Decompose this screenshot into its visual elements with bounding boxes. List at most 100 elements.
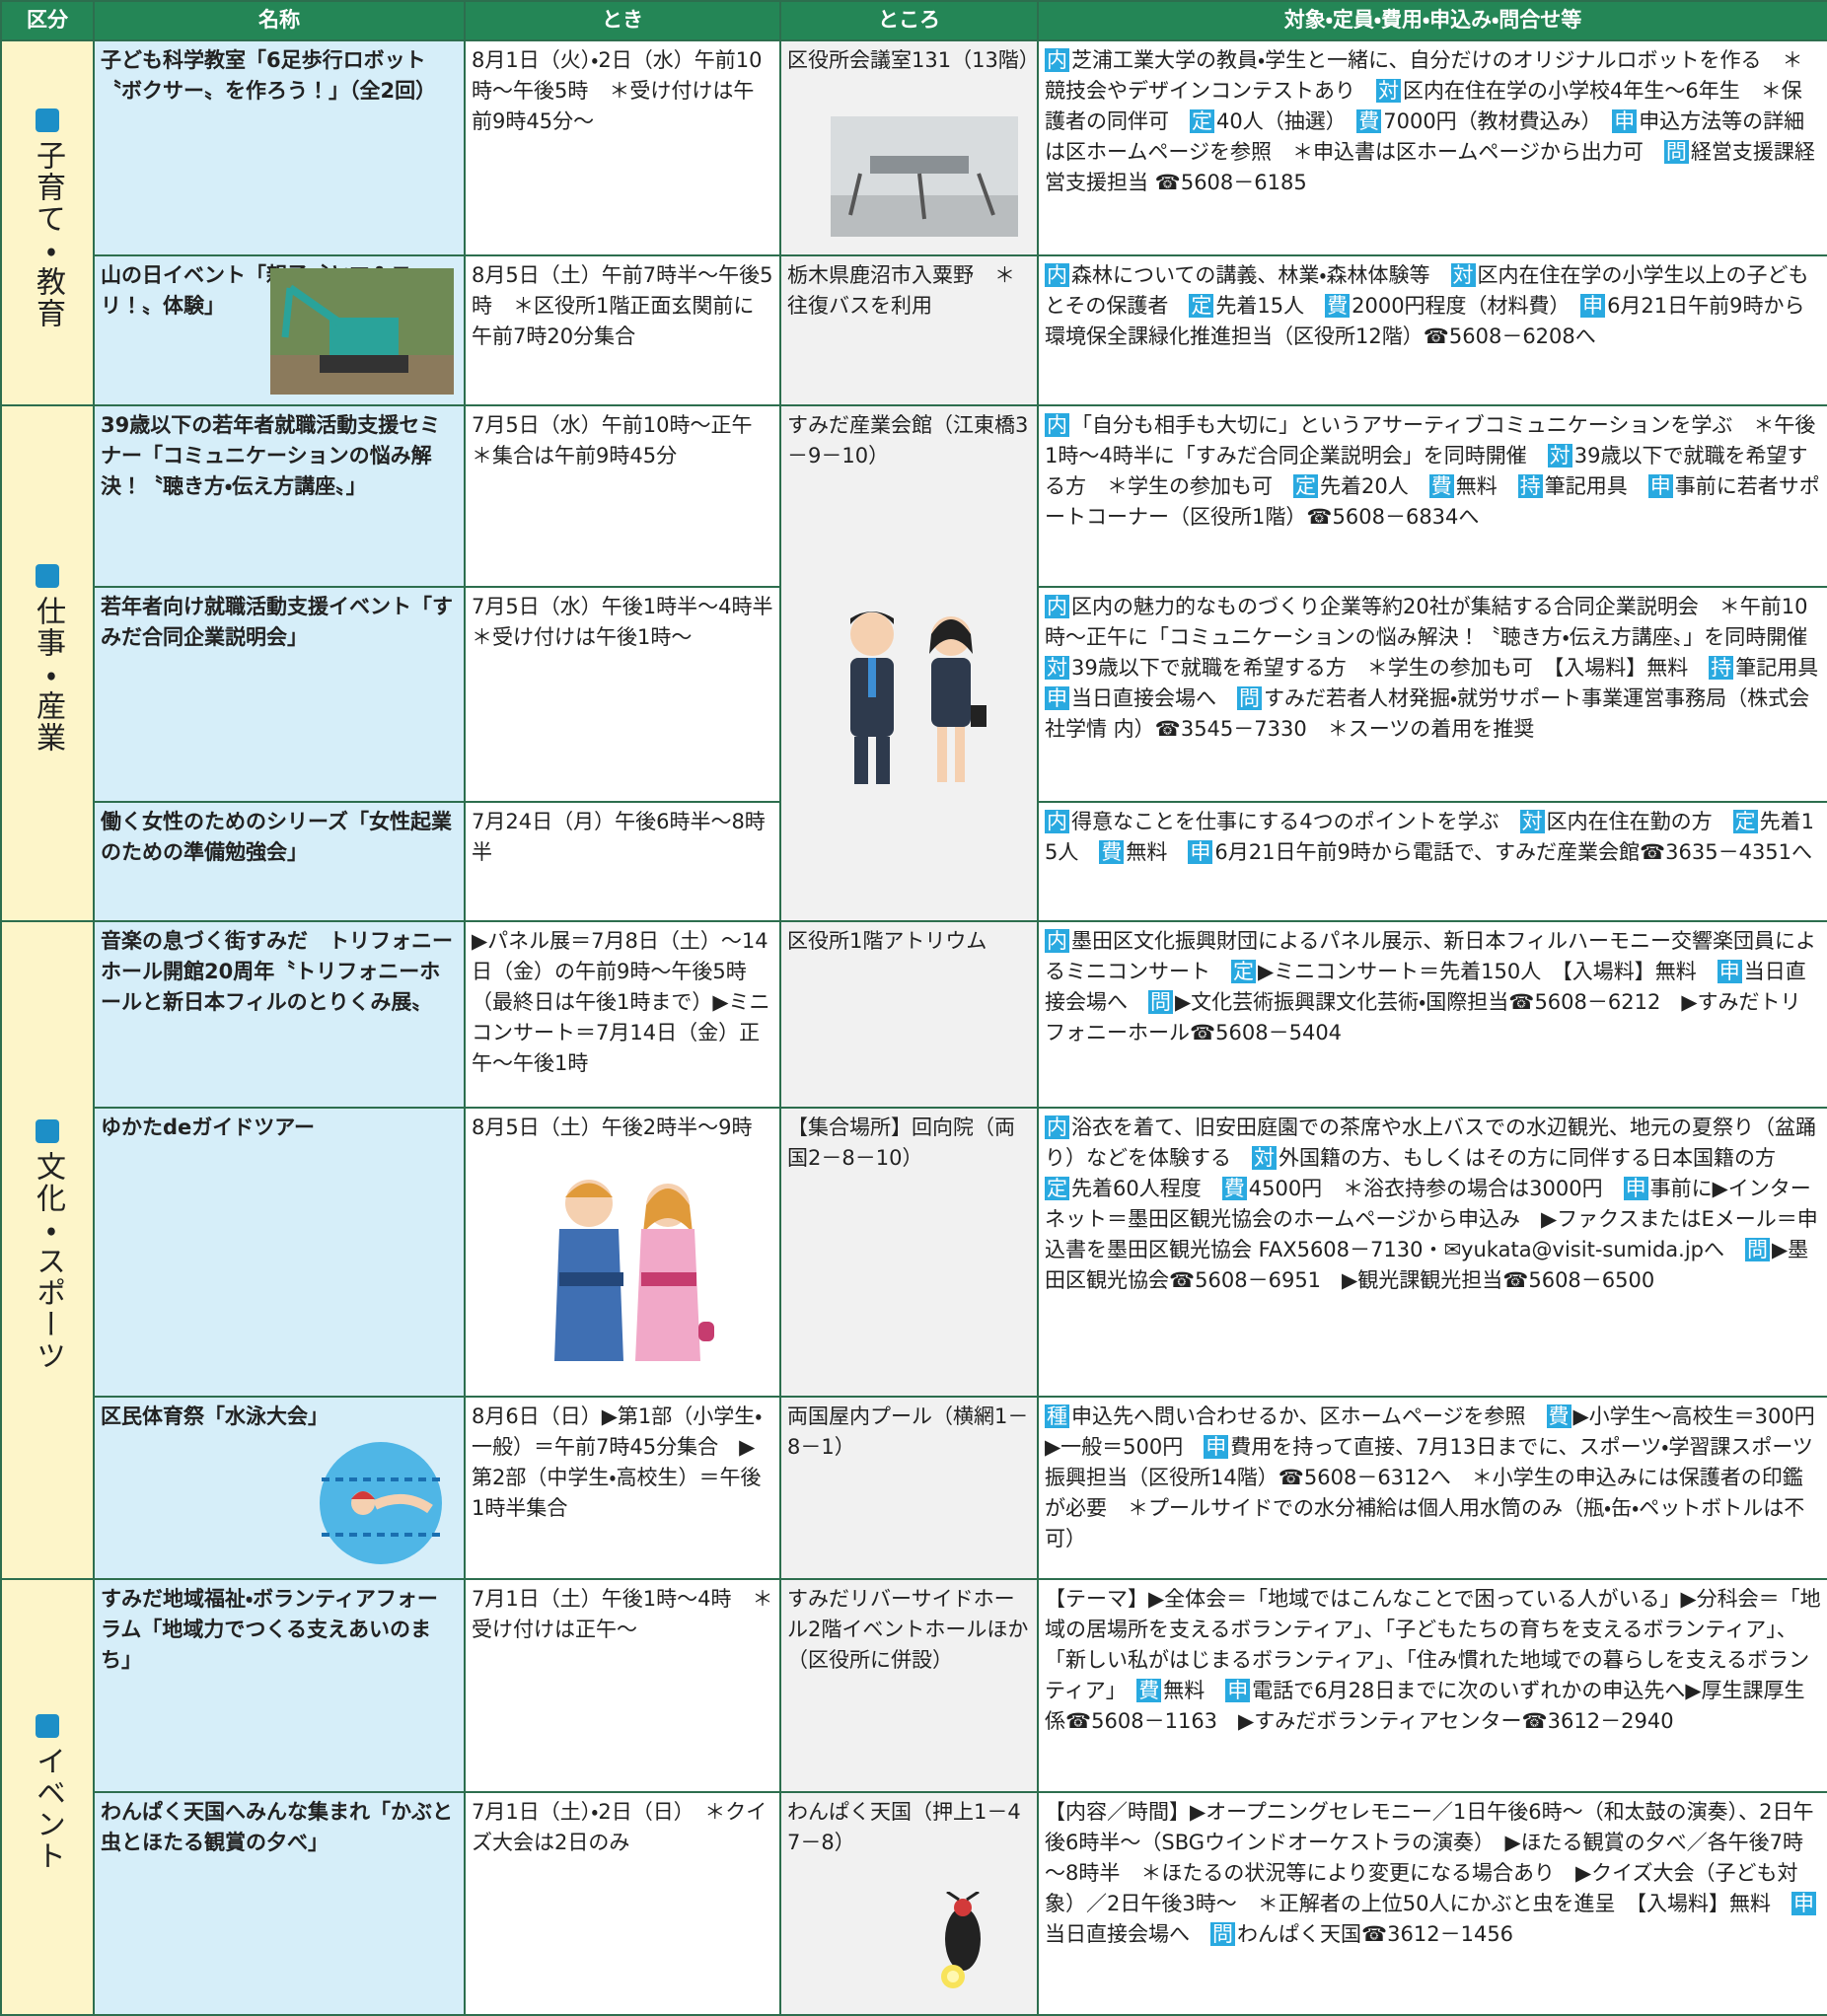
info-text: 事前に▶インターネット＝墨田区観光協会のホームページから申込み ▶ファクスまたは… bbox=[1045, 1177, 1818, 1261]
event-details: 内区内の魅力的なものづくり企業等約20社が集結する合同企業説明会 ＊午前10時～… bbox=[1037, 586, 1827, 803]
info-text: 先着60人程度 bbox=[1071, 1177, 1222, 1200]
info-text: 先着15人 bbox=[1045, 810, 1814, 864]
info-badge: 費 bbox=[1356, 109, 1382, 133]
info-text: 7000円（教材費込み） bbox=[1383, 109, 1613, 133]
info-text: 40人（抽選） bbox=[1216, 109, 1357, 133]
section-label: 仕事・産業 bbox=[31, 596, 65, 754]
info-text: 無料 bbox=[1163, 1679, 1226, 1702]
section-icon bbox=[36, 1713, 59, 1738]
info-text: 区内在住在勤の方 bbox=[1546, 810, 1733, 833]
section-cell: イベント bbox=[0, 1578, 95, 2016]
info-badge: 申 bbox=[1045, 686, 1069, 710]
info-badge: 問 bbox=[1148, 990, 1173, 1014]
event-place: すみだリバーサイドホール2階イベントホールほか（区役所に併設） bbox=[779, 1578, 1039, 1793]
info-text: 当日直接会場へ bbox=[1045, 960, 1806, 1014]
info-badge: 定 bbox=[1189, 294, 1214, 318]
info-badge: 種 bbox=[1045, 1404, 1069, 1428]
info-badge: 内 bbox=[1045, 1116, 1069, 1139]
info-text: 当日直接会場へ bbox=[1071, 686, 1237, 710]
info-text: 4500円 ＊浴衣持参の場合は3000円 bbox=[1248, 1177, 1624, 1200]
section-cell: 仕事・産業 bbox=[0, 404, 95, 922]
section-label: 子育て・教育 bbox=[31, 139, 65, 329]
info-text: ▶墨田区観光協会☎5608－6951 ▶観光課観光担当☎5608－6500 bbox=[1045, 1238, 1809, 1292]
info-badge: 内 bbox=[1045, 263, 1069, 287]
info-badge: 費 bbox=[1428, 474, 1454, 498]
info-badge: 持 bbox=[1709, 656, 1734, 680]
info-badge: 内 bbox=[1045, 413, 1069, 437]
section-cell: 子育て・教育 bbox=[0, 39, 95, 406]
event-place: 【集合場所】回向院（両国2－8－10） bbox=[779, 1107, 1039, 1398]
info-badge: 定 bbox=[1045, 1177, 1069, 1200]
event-name: 若年者向け就職活動支援イベント「すみだ合同企業説明会」 bbox=[93, 586, 466, 803]
info-text: 2000円程度（材料費） bbox=[1352, 294, 1581, 318]
table-row: ゆかたdeガイドツアー 8月5日（土）午後2時半～9時 【集合場所】回向院（両国2－… bbox=[1, 1107, 1827, 1398]
event-details: 内森林についての講義、林業・森林体験等 対区内在住在学の小学生以上の子どもとその… bbox=[1037, 254, 1827, 406]
business-people-illustration bbox=[850, 612, 987, 784]
info-text: ▶ミニコンサート＝先着150人 【入場料】無料 bbox=[1258, 960, 1717, 983]
event-time: ▶パネル展＝7月8日（土）～14日（金）の午前9時～午後5時（最終日は午後1時ま… bbox=[464, 920, 781, 1109]
event-place: すみだ産業会館（江東橋3－9－10） bbox=[779, 404, 1039, 922]
event-name: すみだ地域福祉・ボランティアフォーラム「地域力でつくる支えあいのまち」 bbox=[93, 1578, 466, 1793]
info-text: ▶文化芸術振興課文化芸術・国際担当☎5608－6212 ▶すみだトリフォニーホー… bbox=[1045, 990, 1801, 1044]
info-text: 筆記用具 bbox=[1544, 474, 1648, 498]
info-text: 当日直接会場へ bbox=[1045, 1922, 1210, 1946]
info-text: 区内在住在学の小学校4年生～6年生 ＊保護者の同伴可 bbox=[1045, 79, 1802, 133]
info-text: 得意なことを仕事にする4つのポイントを学ぶ bbox=[1071, 810, 1520, 833]
column-header: 対象・定員・費用・申込み・問合せ等 bbox=[1037, 0, 1827, 41]
event-details: 内「自分も相手も大切に」というアサーティブコミュニケーションを学ぶ ＊午後1時～… bbox=[1037, 404, 1827, 588]
info-badge: 対 bbox=[1450, 263, 1476, 287]
yukata-illustration bbox=[554, 1180, 714, 1361]
event-details: 内芝浦工業大学の教員・学生と一緒に、自分だけのオリジナルロボットを作る ＊競技会… bbox=[1037, 39, 1827, 256]
info-badge: 定 bbox=[1293, 474, 1318, 498]
info-text: 芝浦工業大学の教員・学生と一緒に、自分だけのオリジナルロボットを作る ＊競技会や… bbox=[1045, 48, 1803, 103]
event-details: 内墨田区文化振興財団によるパネル展示、新日本フィルハーモニー交響楽団員によるミニ… bbox=[1037, 920, 1827, 1109]
info-text: 申込先へ問い合わせるか、区ホームページを参照 bbox=[1071, 1404, 1547, 1428]
event-details: 【テーマ】▶全体会＝「地域ではこんなことで困っている人がいる」▶分科会＝「地域の… bbox=[1037, 1578, 1827, 1793]
info-text: 【テーマ】▶全体会＝「地域ではこんなことで困っている人がいる」▶分科会＝「地域の… bbox=[1045, 1587, 1821, 1702]
info-text: 無料 bbox=[1126, 840, 1189, 864]
event-name: 働く女性のためのシリーズ「女性起業のための準備勉強会」 bbox=[93, 801, 466, 922]
info-badge: 持 bbox=[1517, 474, 1543, 498]
info-text: 申込方法等の詳細は区ホームページを参照 ＊申込書は区ホームページから出力可 bbox=[1045, 109, 1805, 164]
info-text: ▶小学生～高校生＝300円 ▶一般＝500円 bbox=[1045, 1404, 1826, 1459]
info-text: 先着15人 bbox=[1215, 294, 1326, 318]
table-row: 仕事・産業 39歳以下の若年者就職活動支援セミナー「コミュニケーションの悩み解決！… bbox=[0, 404, 1827, 922]
table-row: 文化・スポーツ 音楽の息づく街すみだ トリフォニーホール開館20周年〝トリフォニー… bbox=[0, 920, 1827, 1580]
info-badge: 対 bbox=[1252, 1146, 1277, 1170]
event-time: 8月1日（火）・2日（水）午前10時～午後5時 ＊受け付けは午前9時45分～ bbox=[464, 39, 781, 256]
event-time: 7月5日（水）午前10時～正午 ＊集合は午前9時45分 bbox=[464, 404, 781, 588]
section-icon bbox=[36, 564, 59, 588]
info-text: わんぱく天国☎3612－1456 bbox=[1237, 1922, 1514, 1946]
info-text: 6月21日午前9時から環境保全課緑化推進担当（区役所12階）☎5608－6208… bbox=[1045, 294, 1805, 348]
table-row: 働く女性のためのシリーズ「女性起業のための準備勉強会」 7月24日（月）午後6時半… bbox=[1, 801, 1827, 922]
info-badge: 費 bbox=[1325, 294, 1351, 318]
column-header: 名称 bbox=[93, 0, 466, 41]
event-place: 両国屋内プール（横網1－8－1） bbox=[779, 1396, 1039, 1580]
info-text: 「自分も相手も大切に」というアサーティブコミュニケーションを学ぶ ＊午後1時～4… bbox=[1045, 413, 1816, 468]
info-badge: 申 bbox=[1717, 960, 1742, 983]
info-badge: 申 bbox=[1225, 1679, 1251, 1702]
info-text: 浴衣を着て、旧安田庭園での茶席や水上バスでの水辺観光、地元の夏祭り（盆踊り）など… bbox=[1045, 1116, 1816, 1170]
info-badge: 定 bbox=[1190, 109, 1214, 133]
event-details: 内得意なことを仕事にする4つのポイントを学ぶ 対区内在住在勤の方 定先着15人 … bbox=[1037, 801, 1827, 922]
info-text: 経営支援課経営支援担当 ☎5608－6185 bbox=[1045, 140, 1815, 194]
info-text: 筆記用具 bbox=[1735, 656, 1819, 680]
event-time: 7月1日（土）午後1時～4時 ＊受け付けは正午～ bbox=[464, 1578, 781, 1793]
section-label: イベント bbox=[31, 1745, 65, 1872]
info-badge: 定 bbox=[1231, 960, 1256, 983]
info-badge: 申 bbox=[1647, 474, 1673, 498]
table-row: 若年者向け就職活動支援イベント「すみだ合同企業説明会」 7月5日（水）午後1時半～… bbox=[1, 586, 1827, 803]
event-name: 39歳以下の若年者就職活動支援セミナー「コミュニケーションの悩み解決！〝聴き方・… bbox=[93, 404, 466, 588]
table-row: わんぱく天国へみんな集まれ「かぶと虫とほたる観賞の夕べ」 7月1日（土）・2日（日… bbox=[1, 1791, 1827, 2016]
info-badge: 対 bbox=[1519, 810, 1545, 833]
robot-photo bbox=[831, 116, 1018, 237]
section-cell: 文化・スポーツ bbox=[0, 920, 95, 1580]
event-details: 【内容／時間】▶オープニングセレモニー／1日午後6時～（和太鼓の演奏）、2日午後… bbox=[1037, 1791, 1827, 2016]
table-row: 区民体育祭「水泳大会」 8月6日（日）▶第1部（小学生・一般）＝午前7時45分集合… bbox=[1, 1396, 1827, 1580]
info-text: すみだ若者人材発掘・就労サポート事業運営事務局（株式会社学情 内）☎3545－7… bbox=[1045, 686, 1810, 741]
info-text: 墨田区文化振興財団によるパネル展示、新日本フィルハーモニー交響楽団員によるミニコ… bbox=[1045, 929, 1816, 983]
info-badge: 問 bbox=[1745, 1238, 1770, 1261]
event-time: 7月24日（月）午後6時半～8時半 bbox=[464, 801, 781, 922]
